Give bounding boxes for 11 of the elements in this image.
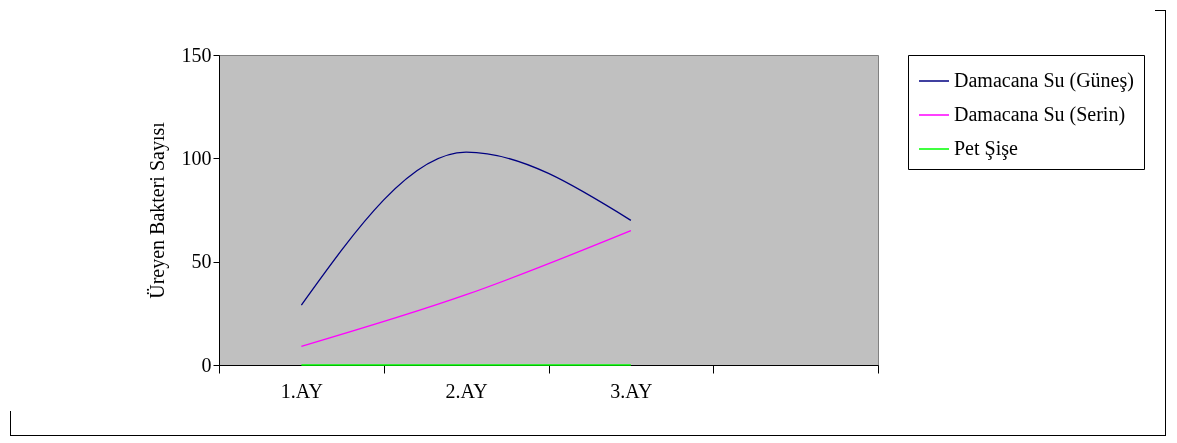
y-tick-label: 150 (181, 43, 212, 66)
y-tick-label: 0 (201, 353, 212, 376)
x-tick-label: 1.AY (280, 379, 323, 402)
legend-label: Damacana Su (Güneş) (954, 69, 1134, 92)
x-tick-label: 3.AY (610, 379, 653, 402)
y-tick-label: 100 (181, 146, 212, 169)
legend-label: Pet Şişe (954, 137, 1019, 160)
y-tick-label: 50 (191, 250, 212, 273)
y-axis-title: Üreyen Bakteri Sayısı (145, 121, 169, 299)
x-tick-label: 2.AY (445, 379, 488, 402)
legend-label: Damacana Su (Serin) (954, 103, 1126, 126)
